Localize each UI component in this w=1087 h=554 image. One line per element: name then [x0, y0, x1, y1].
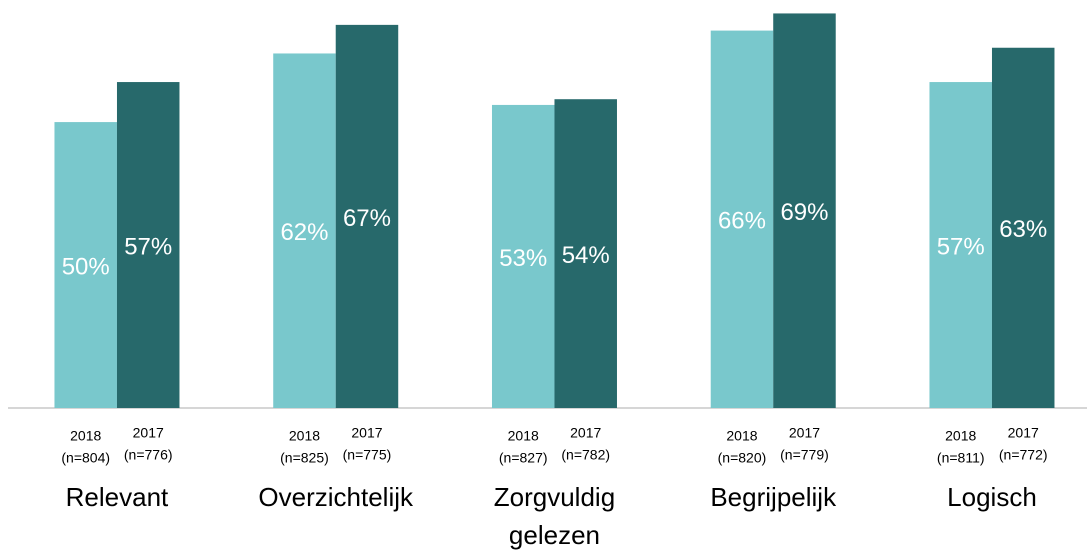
- series-label: 2018: [70, 428, 101, 444]
- series-label: 2017: [351, 425, 382, 441]
- sample-label: (n=825): [280, 450, 329, 466]
- bar: [335, 24, 399, 409]
- sample-label: (n=782): [561, 447, 610, 463]
- series-label: 2018: [508, 428, 539, 444]
- category-label: Relevant: [65, 482, 169, 512]
- bar: [710, 30, 774, 408]
- value-label: 66%: [718, 208, 766, 235]
- value-label: 67%: [343, 205, 391, 232]
- value-label: 50%: [62, 253, 110, 280]
- sample-label: (n=804): [61, 450, 110, 466]
- series-label: 2018: [945, 428, 976, 444]
- sample-label: (n=776): [124, 447, 173, 463]
- category-label: Begrijpelijk: [710, 482, 837, 512]
- bar: [491, 104, 555, 409]
- category-label: Logisch: [947, 482, 1037, 512]
- sample-label: (n=820): [718, 450, 767, 466]
- bar: [54, 122, 117, 409]
- value-label: 69%: [780, 199, 828, 226]
- value-label: 63%: [999, 216, 1047, 243]
- sample-label: (n=772): [999, 447, 1048, 463]
- sample-label: (n=811): [937, 450, 985, 466]
- value-label: 53%: [499, 245, 547, 272]
- series-label: 2017: [1008, 425, 1039, 441]
- sample-label: (n=775): [343, 447, 392, 463]
- category-label: Zorgvuldig gelezen: [493, 482, 616, 550]
- bar: [929, 82, 992, 408]
- bar: [554, 99, 617, 408]
- series-label: 2017: [789, 425, 820, 441]
- series-label: 2018: [289, 428, 320, 444]
- bar: [116, 82, 180, 408]
- value-label: 54%: [562, 242, 610, 269]
- bar: [773, 13, 836, 409]
- sample-label: (n=827): [499, 450, 548, 466]
- sample-label: (n=779): [780, 447, 829, 463]
- value-label: 62%: [280, 219, 328, 246]
- category-label: Overzichtelijk: [258, 482, 414, 512]
- series-label: 2017: [570, 425, 601, 441]
- value-label: 57%: [937, 233, 985, 260]
- bar: [991, 47, 1055, 408]
- series-label: 2017: [133, 425, 164, 441]
- bar: [273, 53, 336, 409]
- series-label: 2018: [726, 428, 757, 444]
- value-label: 57%: [124, 233, 172, 260]
